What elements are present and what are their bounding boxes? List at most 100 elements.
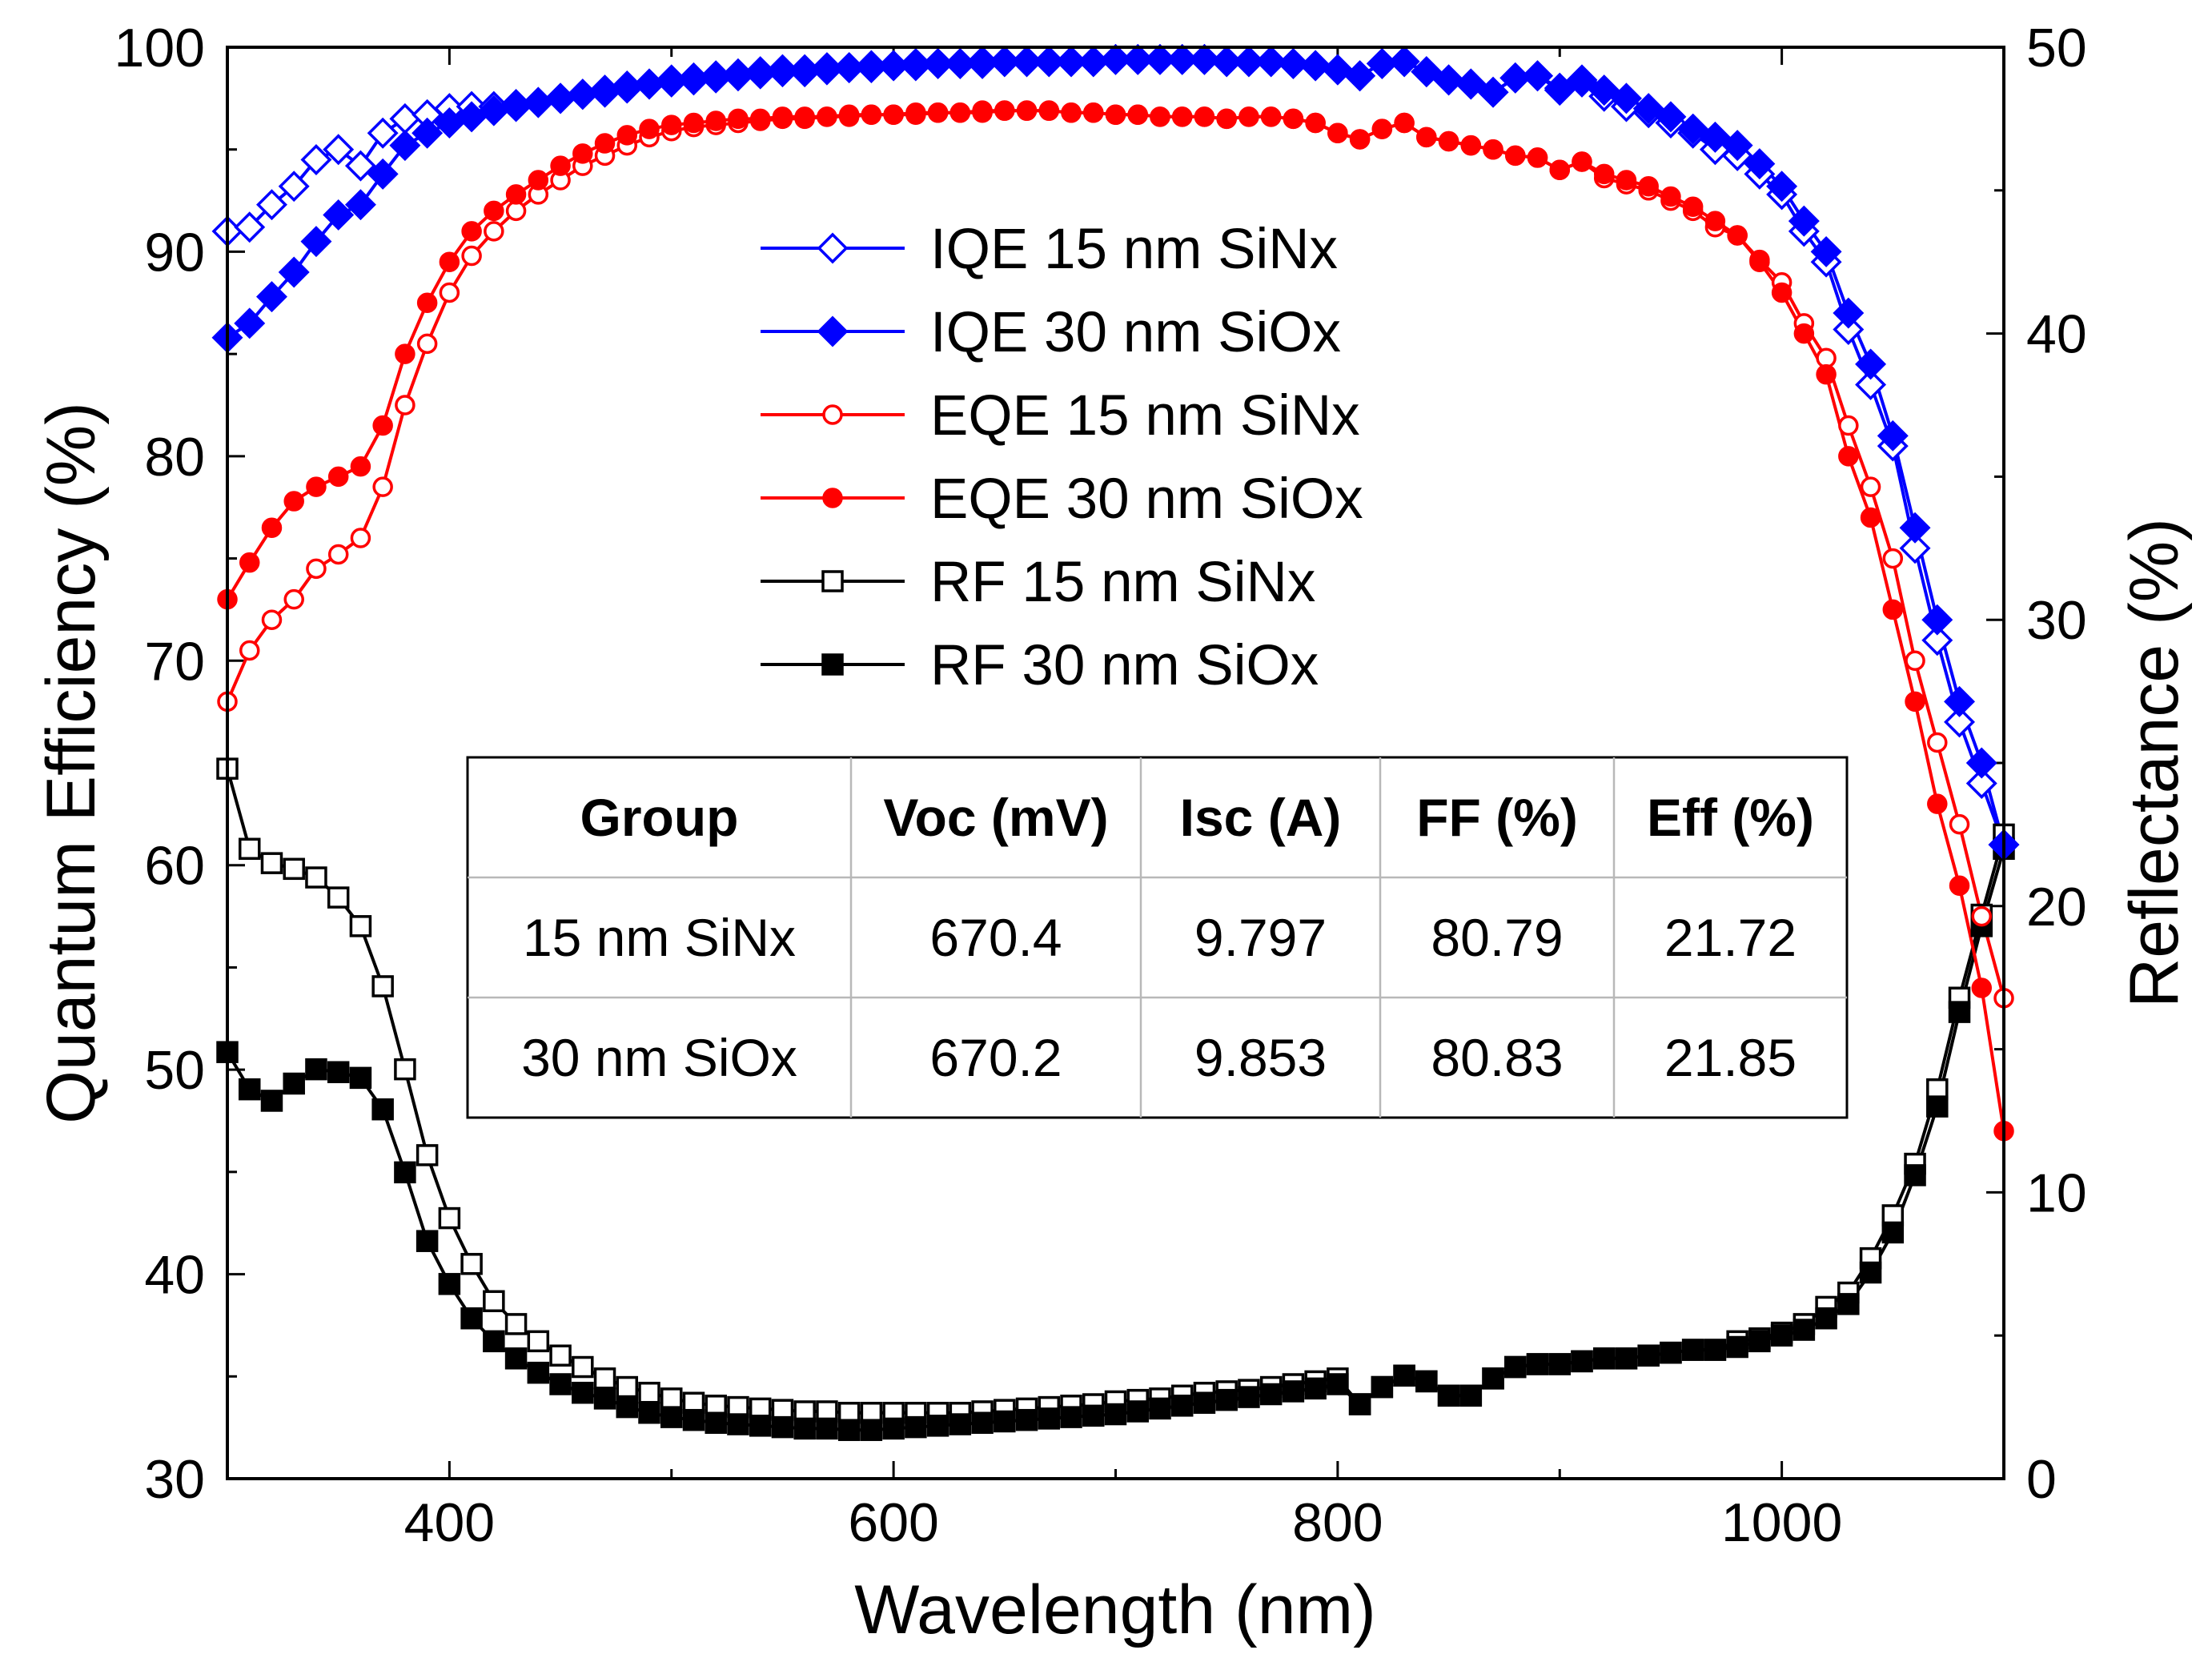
y-right-tick-label: 10 — [2026, 1162, 2087, 1223]
data-point — [1548, 1353, 1571, 1375]
data-point — [572, 1381, 594, 1404]
data-point — [656, 64, 688, 96]
data-point — [1061, 102, 1082, 123]
data-point — [1299, 50, 1331, 82]
data-point — [1259, 1383, 1283, 1406]
data-point — [572, 1355, 594, 1379]
data-point — [922, 47, 954, 79]
y-left-tick-label: 90 — [144, 222, 205, 283]
data-point — [611, 70, 643, 102]
data-point — [1677, 113, 1709, 145]
data-point — [1215, 1388, 1238, 1411]
data-point — [1126, 1400, 1149, 1423]
data-point — [1949, 813, 1970, 835]
data-point — [1699, 121, 1731, 153]
data-point — [1816, 363, 1837, 385]
data-point — [1460, 134, 1482, 156]
data-point — [616, 1395, 639, 1419]
data-point — [949, 102, 971, 123]
data-point — [1394, 112, 1415, 134]
data-point — [349, 915, 372, 937]
legend-label: RF 30 nm SiOx — [930, 634, 1319, 697]
data-point — [1571, 1350, 1593, 1373]
table-header-cell: Isc (A) — [1180, 788, 1342, 847]
data-point — [327, 544, 349, 565]
data-point — [1588, 74, 1620, 106]
data-point — [1833, 297, 1865, 329]
data-point — [372, 415, 393, 436]
data-point — [461, 245, 482, 267]
data-point — [1304, 1377, 1327, 1400]
table-cell: 15 nm SiNx — [523, 908, 796, 967]
data-point — [1944, 706, 1975, 738]
data-point — [1921, 624, 1953, 656]
table-header-cell: Group — [580, 788, 739, 847]
legend-marker — [821, 570, 844, 592]
data-point — [900, 47, 932, 79]
legend-marker — [822, 488, 843, 508]
data-point — [1593, 163, 1615, 185]
data-point — [789, 54, 821, 86]
legend-marker — [821, 653, 844, 676]
data-point — [1726, 1335, 1748, 1359]
y-right-tick-label: 40 — [2026, 304, 2087, 365]
data-point — [905, 102, 926, 123]
data-point — [1971, 978, 1993, 998]
data-point — [1771, 282, 1792, 303]
data-point — [278, 171, 310, 203]
data-point — [1483, 138, 1503, 160]
data-point — [1788, 205, 1820, 237]
table-cell: 9.797 — [1194, 908, 1327, 967]
data-point — [1078, 46, 1110, 78]
data-point — [1749, 251, 1770, 272]
data-point — [461, 221, 482, 242]
data-point — [1927, 732, 1948, 753]
data-point — [1660, 186, 1681, 207]
data-point — [1632, 93, 1664, 125]
data-point — [395, 343, 416, 364]
data-point — [549, 1344, 572, 1367]
data-point — [639, 118, 660, 139]
data-point — [260, 1090, 283, 1112]
data-point — [877, 50, 909, 82]
legend-marker — [817, 232, 849, 264]
data-point — [327, 1061, 350, 1083]
data-point — [1904, 1164, 1926, 1186]
table-cell: 21.72 — [1664, 908, 1796, 967]
data-point — [416, 1144, 439, 1166]
data-point — [504, 1347, 528, 1370]
series-markers-rf_30 — [216, 837, 2015, 1441]
tick-labels: 400 600 800 1000304050607080901000102030405… — [114, 18, 2087, 1553]
data-point — [572, 143, 593, 164]
legend: IQE 15 nm SiNx IQE 30 nm SiOx EQE 15 nm Si… — [761, 218, 1363, 697]
data-point — [678, 62, 709, 94]
data-point — [327, 466, 349, 488]
data-point — [728, 108, 749, 130]
legend-label: IQE 30 nm SiOx — [930, 301, 1341, 364]
data-point — [483, 1330, 505, 1353]
x-tick-label: 600 — [848, 1492, 938, 1553]
data-point — [1926, 1095, 1949, 1118]
data-point — [682, 1408, 705, 1431]
data-point — [1083, 102, 1104, 123]
data-point — [1348, 1393, 1371, 1415]
data-point — [239, 552, 260, 573]
data-point — [323, 134, 355, 166]
data-point — [1322, 54, 1354, 86]
data-point — [1122, 43, 1154, 75]
table-header-cell: Voc (mV) — [883, 788, 1108, 847]
data-point — [1366, 47, 1398, 79]
data-point — [1860, 476, 1881, 497]
y-right-tick-label: 20 — [2026, 877, 2087, 937]
data-point — [1965, 747, 1997, 779]
plot-frame — [226, 46, 2005, 1480]
data-point — [771, 1415, 794, 1439]
y-left-tick-label: 60 — [144, 836, 205, 897]
data-point — [1572, 151, 1592, 172]
data-point — [766, 54, 798, 86]
data-point — [1549, 159, 1570, 181]
legend-label: IQE 15 nm SiNx — [930, 218, 1338, 281]
data-point — [283, 491, 304, 512]
data-point — [1837, 1293, 1860, 1315]
